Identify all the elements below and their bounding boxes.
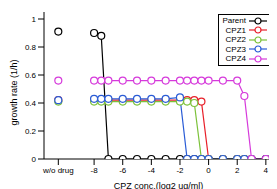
svg-text:-2: -2 [176,166,184,175]
svg-text:0.8: 0.8 [25,43,37,52]
html-text:CPZ2: CPZ2 [225,35,246,44]
svg-text:-6: -6 [119,166,127,175]
svg-text:0.4: 0.4 [25,99,37,108]
svg-text:0: 0 [32,155,37,164]
svg-text:0.2: 0.2 [25,127,37,136]
svg-text:w/o drug: w/o drug [42,166,74,175]
svg-text:-8: -8 [91,166,99,175]
svg-text:0.6: 0.6 [25,71,37,80]
html-text:CPZ4: CPZ4 [225,54,246,63]
html-text:Parent: Parent [222,16,246,25]
svg-text:-4: -4 [148,166,156,175]
svg-text:growth rate (1/h): growth rate (1/h) [9,59,19,125]
svg-text:CPZ conc.(log2 ug/ml): CPZ conc.(log2 ug/ml) [114,181,204,189]
svg-text:1: 1 [32,15,37,24]
svg-text:2: 2 [235,166,240,175]
html-text:CPZ1: CPZ1 [225,25,246,35]
svg-text:0: 0 [206,166,211,175]
html-text:CPZ3: CPZ3 [225,44,246,54]
svg-text:4: 4 [264,166,269,175]
